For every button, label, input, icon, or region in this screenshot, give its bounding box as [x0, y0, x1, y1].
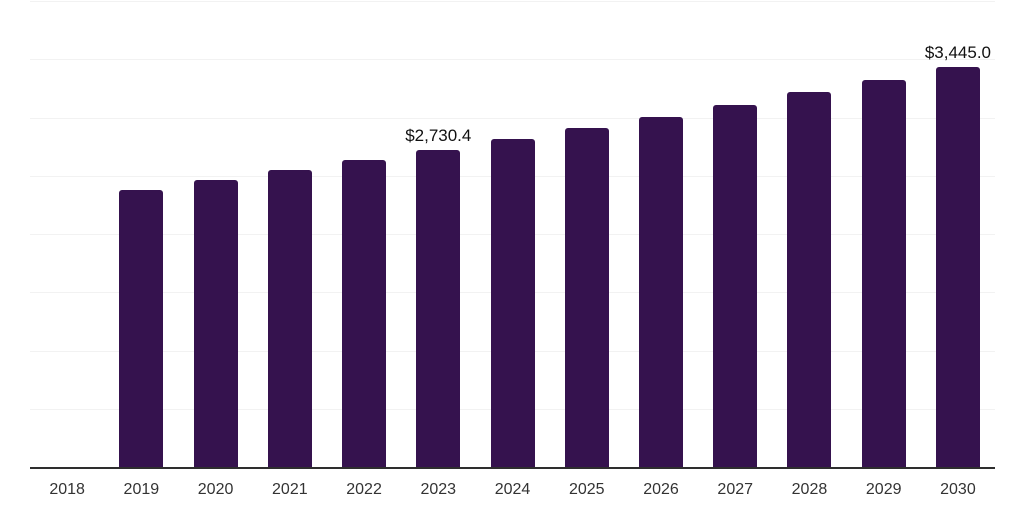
- gridline-3000: [30, 117, 995, 119]
- bars-layer: $2,730.4 $3,445.0: [30, 2, 995, 468]
- bar-2028: [787, 92, 832, 468]
- bar-slot-2022: [327, 2, 401, 468]
- bar-2023: [416, 149, 461, 468]
- bar-2019: [119, 189, 164, 468]
- x-tick-label-2018: 2018: [49, 481, 85, 498]
- bar-slot-2028: [772, 2, 846, 468]
- x-axis-tick-labels: 2018 2019 2020 2021 2022 2023 2024 2025 2026 2027…: [30, 480, 995, 500]
- data-label-2023: $2,730.4: [405, 125, 472, 145]
- bar-2026: [638, 116, 683, 468]
- x-tick-label-2020: 2020: [197, 481, 234, 498]
- x-axis-line: [30, 467, 995, 469]
- gridline-3500: [30, 59, 995, 61]
- bar-slot-2026: [624, 2, 698, 468]
- bar-2029: [861, 79, 906, 468]
- bar-2030: [935, 66, 980, 468]
- x-tick-label-2028: 2028: [791, 481, 828, 498]
- x-tick-label-2024: 2024: [494, 481, 531, 498]
- bar-slot-2030: $3,445.0: [921, 2, 995, 468]
- bar-slot-2021: [253, 2, 327, 468]
- bar-2025: [564, 128, 609, 468]
- bar-slot-2027: [698, 2, 772, 468]
- x-tick-label-2029: 2029: [865, 481, 902, 498]
- bar-slot-2019: [104, 2, 178, 468]
- bar-2024: [490, 139, 535, 468]
- bar-slot-2023: $2,730.4: [401, 2, 475, 468]
- x-tick-label-2026: 2026: [643, 481, 679, 498]
- bar-2020: [193, 180, 238, 468]
- plot-area: $2,730.4 $3,445.0: [30, 1, 995, 468]
- bar-2027: [713, 104, 758, 468]
- bar-slot-2025: [550, 2, 624, 468]
- bar-2021: [267, 170, 312, 468]
- bar-slot-2024: [475, 2, 549, 468]
- gridline-4000: [30, 1, 995, 2]
- bar-slot-2018: [30, 2, 104, 468]
- bar-2022: [342, 160, 387, 468]
- x-tick-label-2027: 2027: [717, 481, 754, 498]
- data-label-2030: $3,445.0: [924, 42, 992, 62]
- x-tick-label-2023: 2023: [420, 481, 457, 498]
- x-tick-label-2021: 2021: [272, 481, 308, 498]
- x-tick-label-2022: 2022: [346, 481, 382, 498]
- bar-slot-2029: [847, 2, 921, 468]
- x-tick-label-2030: 2030: [940, 481, 976, 498]
- x-tick-label-2019: 2019: [123, 481, 160, 498]
- bar-slot-2020: [178, 2, 252, 468]
- x-tick-label-2025: 2025: [568, 481, 605, 498]
